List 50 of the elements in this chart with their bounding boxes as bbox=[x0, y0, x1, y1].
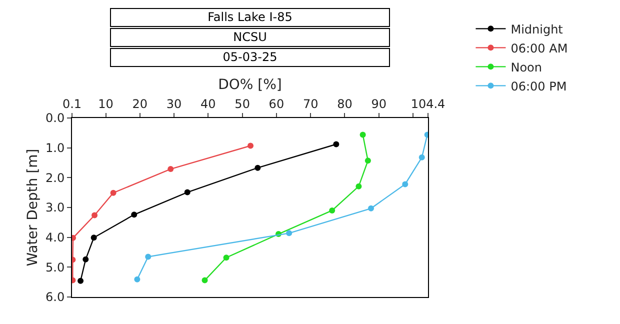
point bbox=[202, 277, 208, 284]
legend-label: Midnight bbox=[510, 22, 564, 36]
x-tick-label: 40 bbox=[200, 97, 216, 112]
point bbox=[364, 158, 371, 164]
chart-title: Falls Lake I-85 bbox=[110, 8, 390, 27]
point bbox=[418, 154, 425, 160]
y-tick-label: 2.0 bbox=[46, 170, 65, 185]
x-tick-label: 90 bbox=[371, 97, 386, 112]
x-tick-label: 60 bbox=[268, 97, 284, 112]
x-tick-label: 10 bbox=[98, 97, 114, 112]
legend-label: 06:00 AM bbox=[510, 41, 568, 56]
legend-label: 06:00 PM bbox=[510, 79, 567, 94]
point bbox=[90, 234, 97, 241]
x-tick-label: 80 bbox=[337, 97, 352, 112]
point bbox=[92, 212, 98, 218]
y-tick-label: 3.0 bbox=[46, 200, 65, 215]
point bbox=[223, 254, 230, 261]
x-tick-label: 50 bbox=[234, 97, 250, 112]
y-axis-title: Water Depth [m] bbox=[25, 148, 42, 266]
text: 05-03-25 bbox=[110, 48, 390, 67]
y-tick-label: 1.0 bbox=[46, 141, 65, 156]
y-tick-label: 5.0 bbox=[46, 260, 65, 274]
point bbox=[333, 141, 340, 148]
x-tick-label: 30 bbox=[166, 97, 182, 112]
point bbox=[248, 142, 254, 149]
point bbox=[329, 207, 336, 214]
point bbox=[360, 132, 366, 138]
point bbox=[254, 164, 261, 171]
x-axis-title: DO% [%] bbox=[218, 76, 282, 93]
chart-subtitle: NCSU bbox=[110, 28, 390, 47]
x-tick-label: 20 bbox=[132, 97, 148, 112]
y-tick-label: 6.0 bbox=[46, 290, 65, 304]
point bbox=[131, 212, 138, 218]
point bbox=[78, 278, 84, 284]
x-tick-label: 104.4 bbox=[410, 97, 446, 112]
point bbox=[184, 189, 190, 196]
point bbox=[110, 190, 116, 196]
legend-label: Noon bbox=[510, 60, 542, 74]
point bbox=[356, 183, 362, 190]
point bbox=[134, 276, 140, 282]
point bbox=[368, 205, 374, 212]
x-tick-label: 0.1 bbox=[62, 97, 82, 112]
point bbox=[145, 254, 152, 260]
point bbox=[82, 256, 89, 262]
x-tick-label: 70 bbox=[302, 97, 318, 112]
point bbox=[168, 166, 174, 172]
point bbox=[286, 230, 292, 236]
y-tick-label: 0.0 bbox=[46, 111, 65, 126]
y-tick-label: 4.0 bbox=[46, 230, 65, 245]
point bbox=[402, 181, 408, 188]
